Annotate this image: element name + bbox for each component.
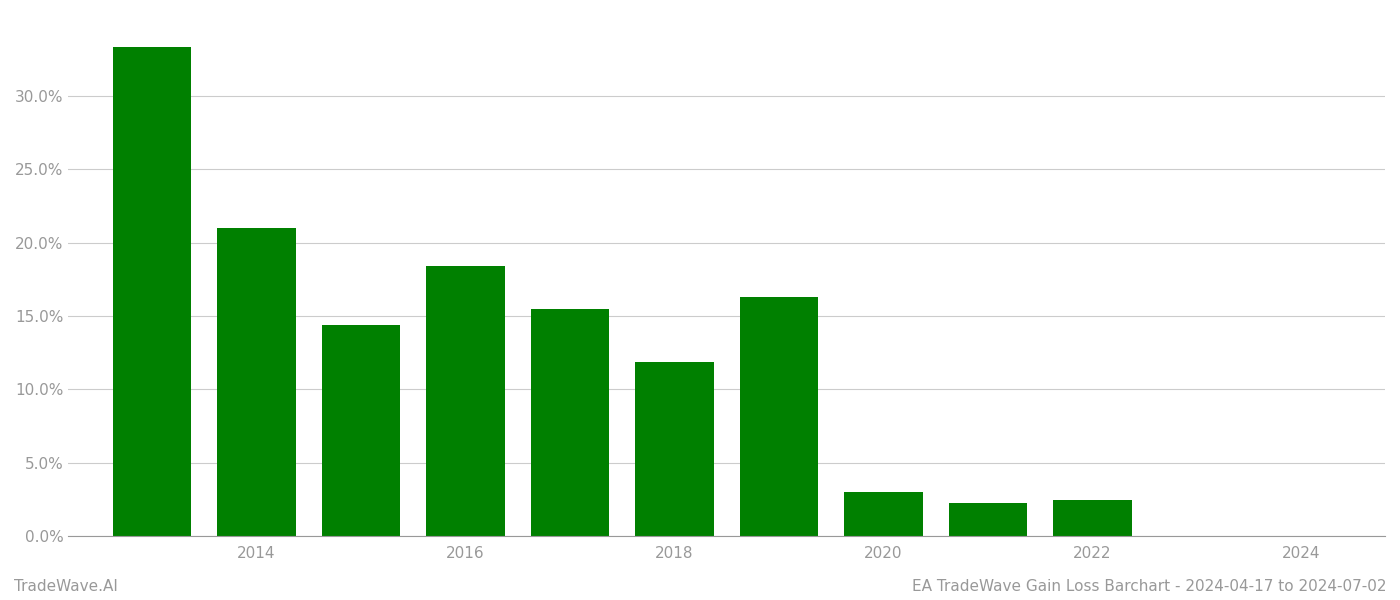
Bar [531,308,609,536]
Bar [844,492,923,536]
Bar [113,47,192,536]
Bar [322,325,400,536]
Bar [949,503,1028,536]
Bar [1053,500,1131,536]
Bar [217,228,295,536]
Text: EA TradeWave Gain Loss Barchart - 2024-04-17 to 2024-07-02: EA TradeWave Gain Loss Barchart - 2024-0… [911,579,1386,594]
Bar [636,362,714,536]
Bar [426,266,504,536]
Text: TradeWave.AI: TradeWave.AI [14,579,118,594]
Bar [739,297,818,536]
